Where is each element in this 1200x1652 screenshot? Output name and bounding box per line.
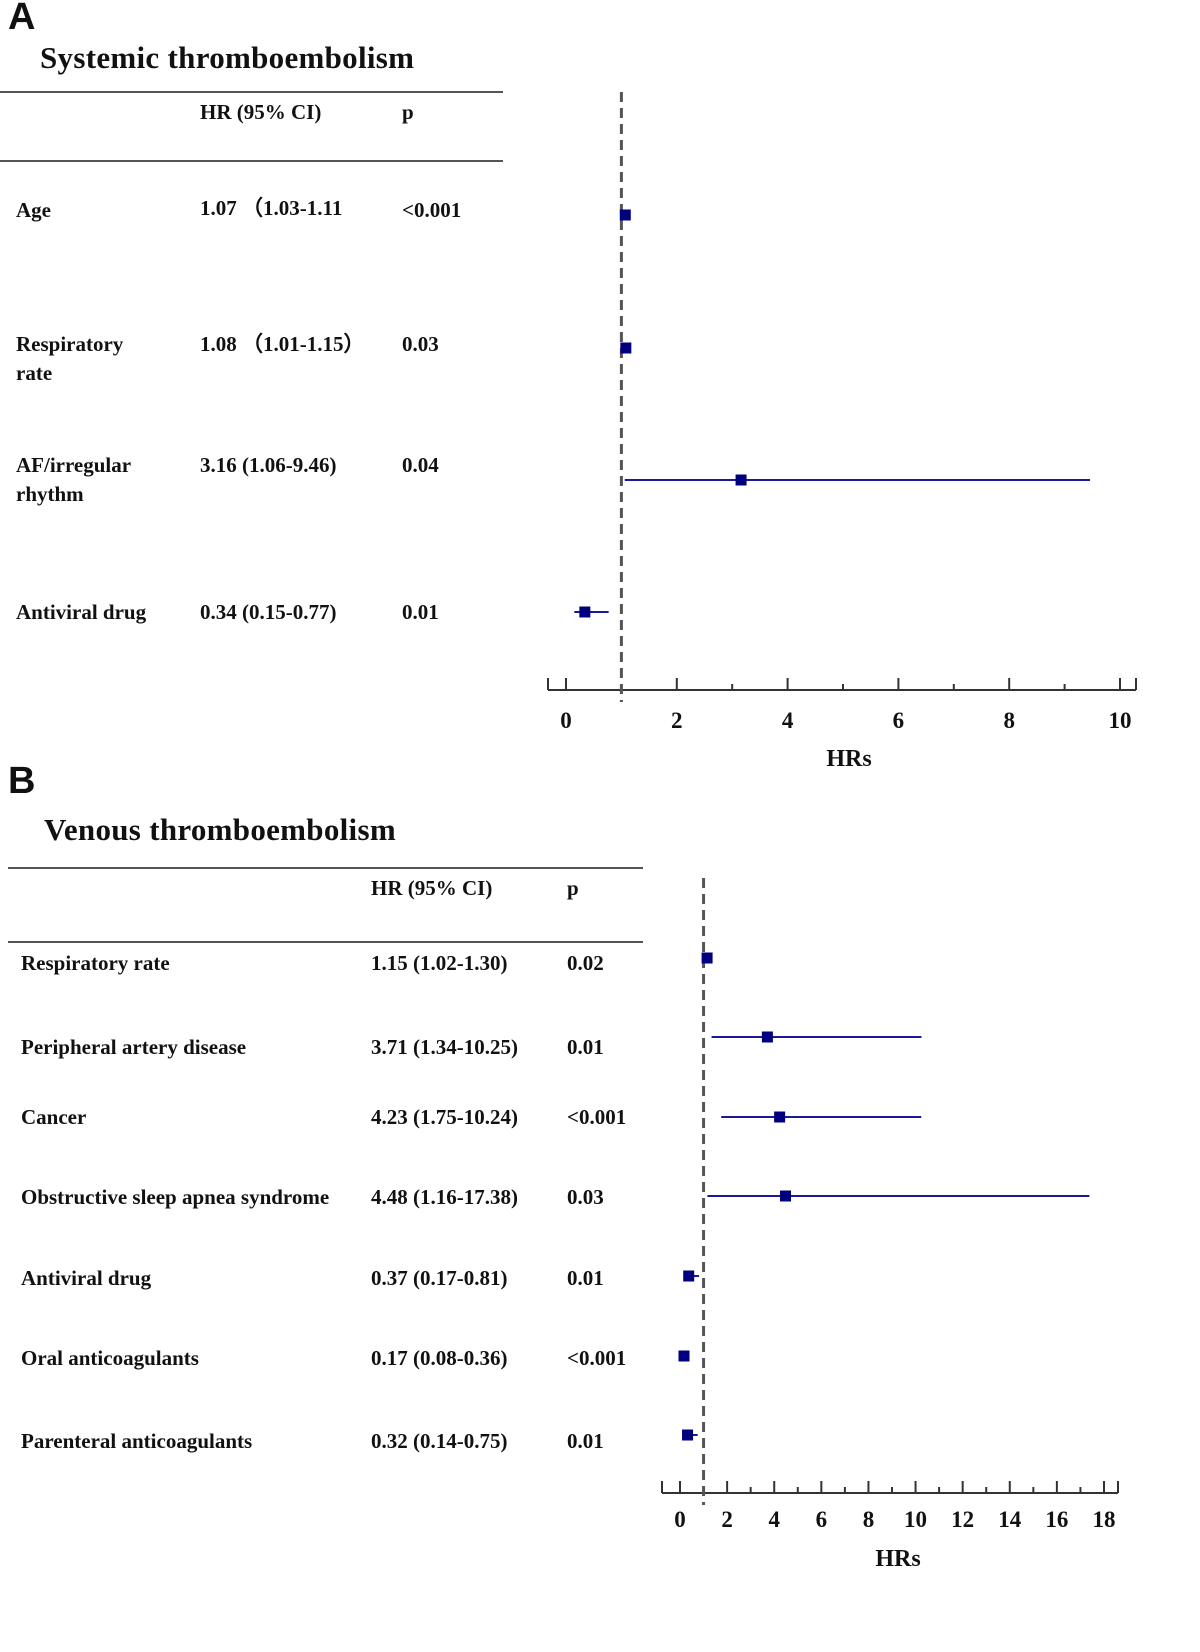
panel-b-hr-marker [761,1031,773,1043]
panel-a-hr-marker [735,474,747,486]
panel-b-letter: B [8,760,36,802]
panel-a-x-tick-label: 10 [1109,708,1132,733]
panel-a-row-p: 0.01 [402,600,439,624]
panel-b-row-hr: 1.15 (1.02-1.30) [371,951,508,975]
panel-b-row-label: Oral anticoagulants [21,1346,199,1370]
panel-a-header-p: p [402,100,414,124]
panel-b-row-label: Peripheral artery disease [21,1035,247,1059]
panel-b-row-hr: 3.71 (1.34-10.25) [371,1035,518,1059]
panel-a-row-label: AF/irregular rhythm [16,453,131,506]
panel-b-row-label: Respiratory rate [21,951,170,975]
panel-a-table-header-rule [0,160,503,162]
panel-a-row-p: 0.03 [402,332,439,356]
panel-b-x-tick-label: 0 [674,1507,686,1532]
panel-a-x-tick-label: 6 [893,708,905,733]
panel-a-row-p: <0.001 [402,198,462,222]
panel-a-header-hr: HR (95% CI) [200,100,322,124]
panel-a-row-hr: 1.07 （1.03-1.11 [200,196,343,220]
panel-a-row-label: Antiviral drug [16,600,147,624]
panel-a-row-hr: 1.08 （1.01-1.15） [200,332,365,356]
panel-b-header-p: p [567,876,579,900]
panel-a-x-tick-label: 0 [560,708,572,733]
panel-a-hr-marker [620,342,632,354]
panel-b-row-label: Antiviral drug [21,1266,152,1290]
panel-b-x-tick-label: 18 [1093,1507,1116,1532]
panel-b-row-label: Obstructive sleep apnea syndrome [21,1185,330,1209]
panel-a-letter: A [8,0,36,38]
panel-b-hr-marker [774,1111,786,1123]
panel-b-hr-marker [780,1190,792,1202]
panel-b-row-label: Parenteral anticoagulants [21,1429,253,1453]
panel-a-x-axis-title: HRs [826,746,871,772]
panel-b-row-hr: 0.17 (0.08-0.36) [371,1346,508,1370]
panel-b-x-tick-label: 2 [721,1507,733,1532]
panel-b-title: Venous thromboembolism [44,812,396,847]
panel-b-hr-marker [678,1350,690,1362]
panel-b-x-tick-label: 4 [768,1507,780,1532]
panel-a-x-tick-label: 4 [782,708,794,733]
panel-b-row-hr: 0.37 (0.17-0.81) [371,1266,508,1290]
panel-a-x-tick-label: 8 [1003,708,1015,733]
panel-b-table-header-rule [8,941,643,943]
panel-b-table-top-rule [8,867,643,869]
panel-b-x-axis-title: HRs [875,1546,920,1572]
panel-a-row-hr: 0.34 (0.15-0.77) [200,600,337,624]
panel-a-row-label: Respiratory rate [16,332,124,385]
panel-b-row-p: 0.03 [567,1185,604,1209]
panel-a-row-label: Age [16,198,51,222]
panel-a-hr-marker [579,606,591,618]
panel-b-row-hr: 4.23 (1.75-10.24) [371,1105,518,1129]
panel-a-table-top-rule [0,91,503,93]
panel-b-x-tick-label: 8 [863,1507,875,1532]
panel-b-row-p: 0.01 [567,1266,604,1290]
panel-a-row-p: 0.04 [402,453,439,477]
panel-a-hr-marker [619,209,631,221]
panel-b-row-p: <0.001 [567,1346,627,1370]
panel-a-x-tick-label: 2 [671,708,683,733]
panel-b-x-tick-label: 6 [816,1507,828,1532]
panel-b-hr-marker [682,1429,694,1441]
panel-b-row-p: 0.01 [567,1429,604,1453]
panel-b-row-p: 0.02 [567,951,604,975]
panel-b-row-hr: 0.32 (0.14-0.75) [371,1429,508,1453]
panel-b-x-tick-label: 12 [951,1507,974,1532]
panel-b-header-hr: HR (95% CI) [371,876,493,900]
panel-b-row-p: <0.001 [567,1105,627,1129]
panel-b-x-tick-label: 10 [904,1507,927,1532]
panel-b-x-tick-label: 16 [1045,1507,1068,1532]
panel-b-hr-marker [701,952,713,964]
panel-b-hr-marker [683,1270,695,1282]
panel-a-title: Systemic thromboembolism [40,40,415,75]
panel-b-row-hr: 4.48 (1.16-17.38) [371,1185,518,1209]
panel-a-row-hr: 3.16 (1.06-9.46) [200,453,337,477]
panel-b-row-label: Cancer [21,1105,87,1129]
panel-b-x-tick-label: 14 [998,1507,1022,1532]
panel-b-row-p: 0.01 [567,1035,604,1059]
